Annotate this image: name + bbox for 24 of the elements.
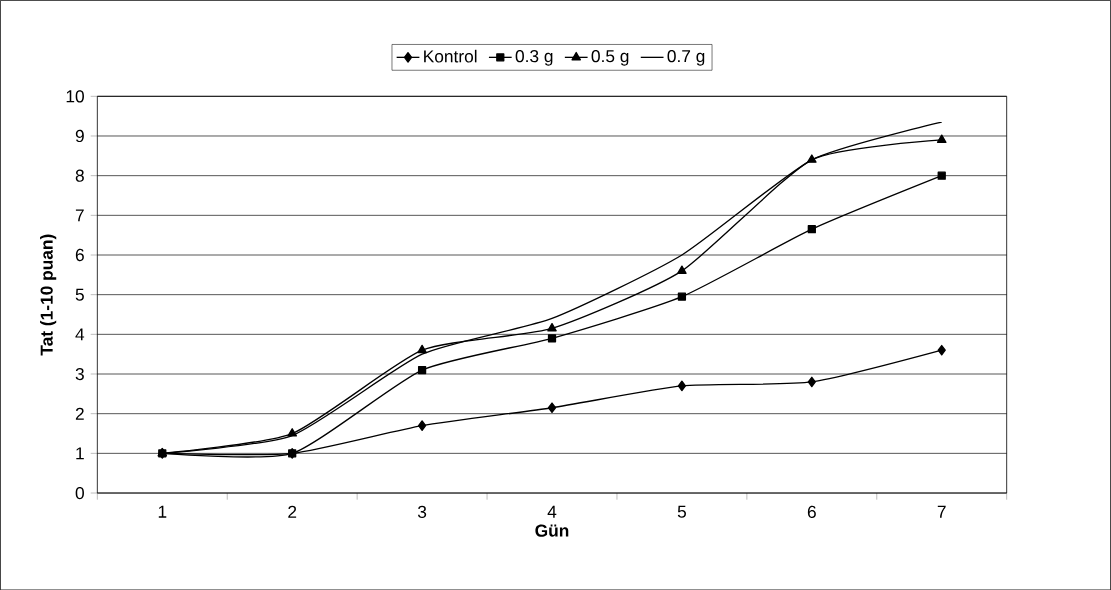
y-tick-label: 2 — [75, 407, 84, 420]
y-tick-label: 4 — [75, 328, 85, 341]
y-axis-title: Tat (1-10 puan) — [40, 234, 57, 356]
y-tick-label: 3 — [75, 367, 84, 380]
legend-label: 0.7 g — [667, 49, 705, 66]
y-tick-label: 5 — [75, 288, 84, 301]
y-tick-label: 6 — [75, 248, 84, 261]
legend-label: 0.5 g — [591, 49, 629, 66]
x-tick-label: 4 — [547, 505, 557, 518]
x-axis-title: Gün — [535, 524, 569, 537]
x-tick-label: 7 — [937, 505, 946, 518]
x-tick-label: 3 — [417, 505, 427, 518]
y-tick-label: 9 — [75, 129, 84, 142]
x-tick-label: 1 — [158, 505, 167, 518]
y-tick-label: 0 — [75, 486, 84, 499]
legend-label: Kontrol — [424, 49, 477, 63]
x-tick-label: 2 — [288, 505, 297, 518]
x-tick-label: 6 — [807, 505, 816, 518]
legend-label: 0.3 g — [515, 49, 553, 66]
y-tick-label: 7 — [75, 209, 84, 222]
x-tick-label: 5 — [677, 505, 686, 518]
y-tick-label: 1 — [76, 447, 84, 460]
y-tick-label: 8 — [75, 169, 84, 182]
y-tick-label: 10 — [66, 90, 84, 103]
